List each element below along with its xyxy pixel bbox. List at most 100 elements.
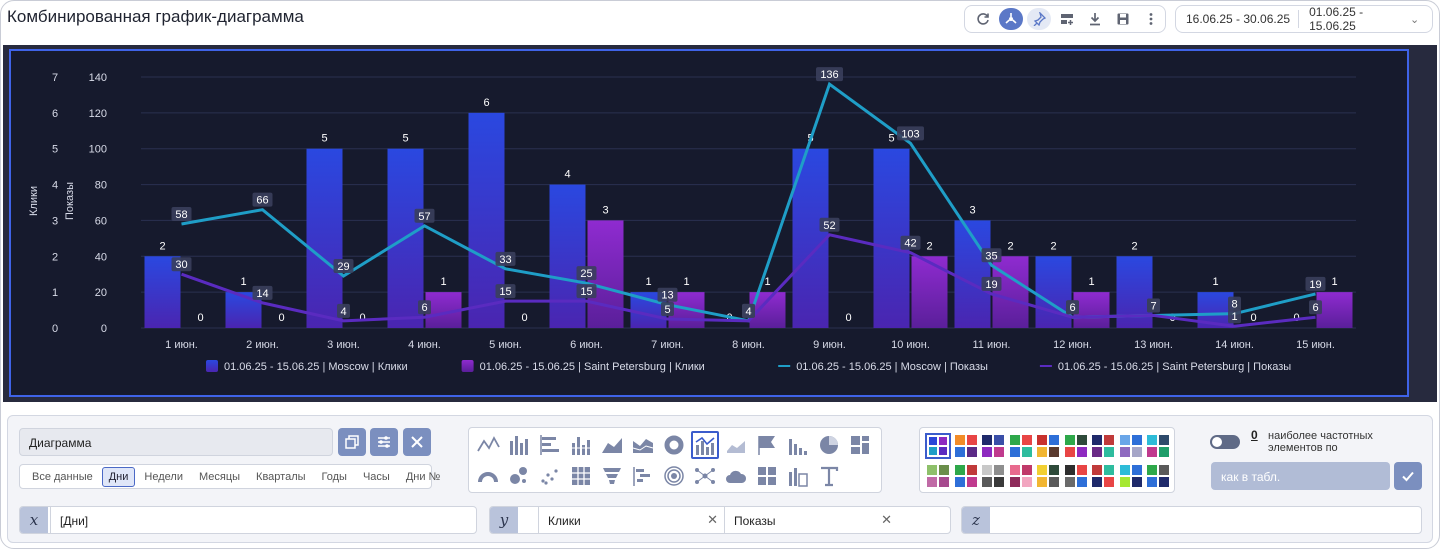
more-icon[interactable] bbox=[1139, 8, 1163, 30]
treemap-icon[interactable] bbox=[846, 431, 874, 459]
sort-field[interactable]: как в табл. bbox=[1211, 462, 1390, 490]
bar-label: 5 bbox=[888, 133, 894, 145]
point-label-bg bbox=[414, 208, 435, 223]
palette-14[interactable] bbox=[1063, 463, 1089, 489]
top-count[interactable]: 0 bbox=[1251, 428, 1258, 442]
settings-sliders-button[interactable] bbox=[370, 428, 398, 456]
palette-swatch bbox=[1009, 435, 1020, 445]
column-table-icon[interactable] bbox=[784, 462, 812, 490]
palette-10[interactable] bbox=[953, 463, 979, 489]
top-elements-toggle[interactable] bbox=[1210, 435, 1240, 449]
remove-tag-icon[interactable]: ✕ bbox=[881, 512, 892, 527]
y-right-tick-label: 120 bbox=[89, 108, 107, 120]
palette-swatch bbox=[1021, 435, 1032, 445]
palette-6[interactable] bbox=[1090, 433, 1116, 459]
x-tick-label: 4 июн. bbox=[408, 339, 441, 351]
period-5[interactable]: Годы bbox=[321, 470, 347, 483]
funnel-icon[interactable] bbox=[598, 462, 626, 490]
x-tick-label: 11 июн. bbox=[972, 339, 1010, 351]
date-range-current: 16.06.25 - 30.06.25 bbox=[1176, 10, 1300, 28]
table-layout-icon[interactable] bbox=[753, 462, 781, 490]
close-button[interactable] bbox=[403, 428, 431, 456]
pin-icon[interactable] bbox=[1027, 8, 1051, 30]
palette-13[interactable] bbox=[1035, 463, 1061, 489]
cloud-icon[interactable] bbox=[722, 462, 750, 490]
horizontal-bar-icon[interactable] bbox=[536, 431, 564, 459]
palette-15[interactable] bbox=[1090, 463, 1116, 489]
save-icon[interactable] bbox=[1111, 8, 1135, 30]
gauge-icon[interactable] bbox=[474, 462, 502, 490]
stacked-bar-icon[interactable] bbox=[567, 431, 595, 459]
scatter-icon[interactable] bbox=[536, 462, 564, 490]
period-2[interactable]: Недели bbox=[144, 470, 183, 483]
palette-16[interactable] bbox=[1118, 463, 1144, 489]
hierarchy-icon[interactable] bbox=[999, 8, 1023, 30]
chart-name-field[interactable]: Диаграмма bbox=[19, 428, 333, 456]
combo-chart[interactable]: 0 0 1 20 2 40 3 60 4 80 5 100 6 120 7 140 Клики Показы 2 1 5… bbox=[9, 49, 1409, 397]
x-axis-row[interactable]: x [Дни] bbox=[19, 506, 477, 534]
download-icon[interactable] bbox=[1083, 8, 1107, 30]
period-6[interactable]: Часы bbox=[362, 470, 390, 483]
palette-9[interactable] bbox=[925, 463, 951, 489]
palette-3[interactable] bbox=[1008, 433, 1034, 459]
bubble-icon[interactable] bbox=[505, 462, 533, 490]
remove-tag-icon[interactable]: ✕ bbox=[707, 512, 718, 527]
palette-7[interactable] bbox=[1118, 433, 1144, 459]
palette-11[interactable] bbox=[980, 463, 1006, 489]
z-axis-row[interactable]: z bbox=[961, 506, 1422, 534]
grid-icon[interactable] bbox=[567, 462, 595, 490]
point-label: 4 bbox=[745, 306, 751, 318]
y-left-axis-label: Клики bbox=[28, 186, 40, 216]
copy-button[interactable] bbox=[338, 428, 366, 456]
combo-chart-icon[interactable] bbox=[691, 431, 719, 459]
widget-toolbar bbox=[964, 5, 1166, 33]
y-axis-tag[interactable]: Показы ✕ bbox=[724, 507, 898, 533]
area-chart-icon[interactable] bbox=[598, 431, 626, 459]
point-label: 14 bbox=[256, 288, 268, 300]
point-label-bg bbox=[495, 251, 516, 266]
period-1[interactable]: Дни bbox=[101, 466, 136, 487]
donut-chart-icon[interactable] bbox=[660, 431, 688, 459]
point-label-bg bbox=[252, 192, 273, 207]
period-0[interactable]: Все данные bbox=[32, 470, 93, 483]
point-label-bg bbox=[576, 284, 597, 299]
apply-button[interactable] bbox=[1394, 462, 1422, 490]
y-axis-row[interactable]: y Клики ✕ Показы ✕ bbox=[489, 506, 951, 534]
bar-label: 0 bbox=[359, 312, 365, 324]
palette-2[interactable] bbox=[980, 433, 1006, 459]
palette-swatch bbox=[939, 447, 947, 455]
period-7[interactable]: Дни № bbox=[405, 470, 441, 483]
point-label: 42 bbox=[904, 238, 916, 250]
palette-0[interactable] bbox=[925, 433, 951, 459]
flag-chart-icon[interactable] bbox=[753, 431, 781, 459]
period-3[interactable]: Месяцы bbox=[198, 470, 241, 483]
date-range-selector[interactable]: 16.06.25 - 30.06.25 01.06.25 - 15.06.25 … bbox=[1175, 5, 1433, 33]
histogram-icon[interactable] bbox=[784, 431, 812, 459]
stacked-area-icon[interactable] bbox=[629, 431, 657, 459]
line-chart-icon[interactable] bbox=[474, 431, 502, 459]
palette-5[interactable] bbox=[1063, 433, 1089, 459]
heat-icon[interactable] bbox=[722, 431, 750, 459]
palette-swatch bbox=[1104, 435, 1114, 445]
pie-chart-icon[interactable] bbox=[815, 431, 843, 459]
palette-4[interactable] bbox=[1035, 433, 1061, 459]
text-icon[interactable] bbox=[815, 462, 843, 490]
bar-chart-icon[interactable] bbox=[505, 431, 533, 459]
refresh-icon[interactable] bbox=[971, 8, 995, 30]
gantt-icon[interactable] bbox=[629, 462, 657, 490]
palette-12[interactable] bbox=[1008, 463, 1034, 489]
palette-8[interactable] bbox=[1145, 433, 1171, 459]
x-axis-value[interactable]: [Дни] bbox=[50, 507, 476, 533]
period-4[interactable]: Кварталы bbox=[256, 470, 306, 483]
radar-icon[interactable] bbox=[660, 462, 688, 490]
y-axis-tag[interactable]: Клики ✕ bbox=[538, 507, 724, 533]
add-widget-icon[interactable] bbox=[1055, 8, 1079, 30]
palette-swatch bbox=[1076, 447, 1087, 457]
network-icon[interactable] bbox=[691, 462, 719, 490]
palette-17[interactable] bbox=[1145, 463, 1171, 489]
y-right-tick-label: 80 bbox=[95, 180, 107, 192]
point-label-bg bbox=[1228, 296, 1241, 311]
x-tick-label: 8 июн. bbox=[732, 339, 765, 351]
point-label: 6 bbox=[1312, 302, 1318, 314]
palette-1[interactable] bbox=[953, 433, 979, 459]
